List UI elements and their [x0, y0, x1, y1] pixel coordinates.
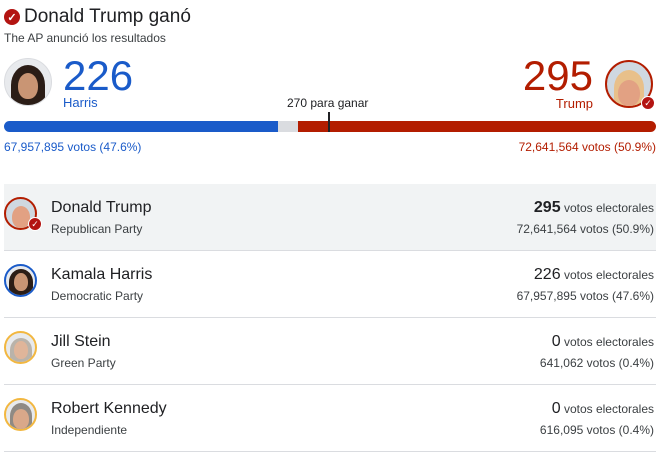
harris-avatar: [4, 264, 37, 297]
candidate-row-trump[interactable]: ✓ Donald Trump Republican Party 295 voto…: [4, 184, 656, 251]
candidate-party: Independiente: [51, 423, 128, 437]
electoral-votes: 0 votos electorales: [551, 333, 654, 350]
candidate-name: Donald Trump: [51, 199, 152, 216]
candidate-row-harris[interactable]: Kamala Harris Democratic Party 226 votos…: [4, 251, 656, 318]
winner-check-icon: ✓: [28, 217, 42, 231]
candidate-party: Green Party: [51, 356, 116, 370]
winner-check-icon: ✓: [4, 9, 20, 25]
result-subtitle: The AP anunció los resultados: [4, 31, 166, 45]
trump-label: Trump: [555, 96, 593, 111]
harris-popular-votes: 67,957,895 votos (47.6%): [4, 140, 142, 154]
stein-avatar: [4, 331, 37, 364]
kennedy-avatar: [4, 398, 37, 431]
trump-electoral: 295: [522, 52, 593, 99]
candidate-name: Robert Kennedy: [51, 400, 167, 417]
popular-votes: 72,641,564 votos (50.9%): [516, 222, 654, 236]
candidate-row-kennedy[interactable]: Robert Kennedy Independiente 0 votos ele…: [4, 385, 656, 452]
electoral-votes: 295 votos electorales: [533, 199, 654, 216]
candidate-party: Republican Party: [51, 222, 143, 236]
trump-popular-votes: 72,641,564 votos (50.9%): [518, 140, 656, 154]
harris-avatar: [4, 58, 52, 106]
harris-bar: [4, 121, 280, 132]
popular-votes: 67,957,895 votos (47.6%): [516, 289, 654, 303]
trump-avatar: [605, 60, 653, 108]
trump-bar: [298, 121, 656, 132]
result-title: ✓ Donald Trump ganó: [4, 6, 191, 28]
popular-votes: 641,062 votos (0.4%): [539, 356, 654, 370]
electoral-votes: 0 votos electorales: [551, 400, 654, 417]
threshold-label: 270 para ganar: [287, 96, 369, 110]
harris-electoral: 226: [63, 52, 134, 99]
uncalled-bar: [278, 121, 298, 132]
harris-label: Harris: [63, 95, 98, 110]
candidate-name: Jill Stein: [51, 333, 111, 350]
electoral-votes: 226 votos electorales: [533, 266, 654, 283]
candidate-row-stein[interactable]: Jill Stein Green Party 0 votos electoral…: [4, 318, 656, 385]
candidate-name: Kamala Harris: [51, 266, 153, 283]
popular-votes: 616,095 votos (0.4%): [539, 423, 654, 437]
threshold-marker: [328, 112, 330, 132]
candidate-party: Democratic Party: [51, 289, 144, 303]
winner-check-icon: ✓: [641, 96, 655, 110]
